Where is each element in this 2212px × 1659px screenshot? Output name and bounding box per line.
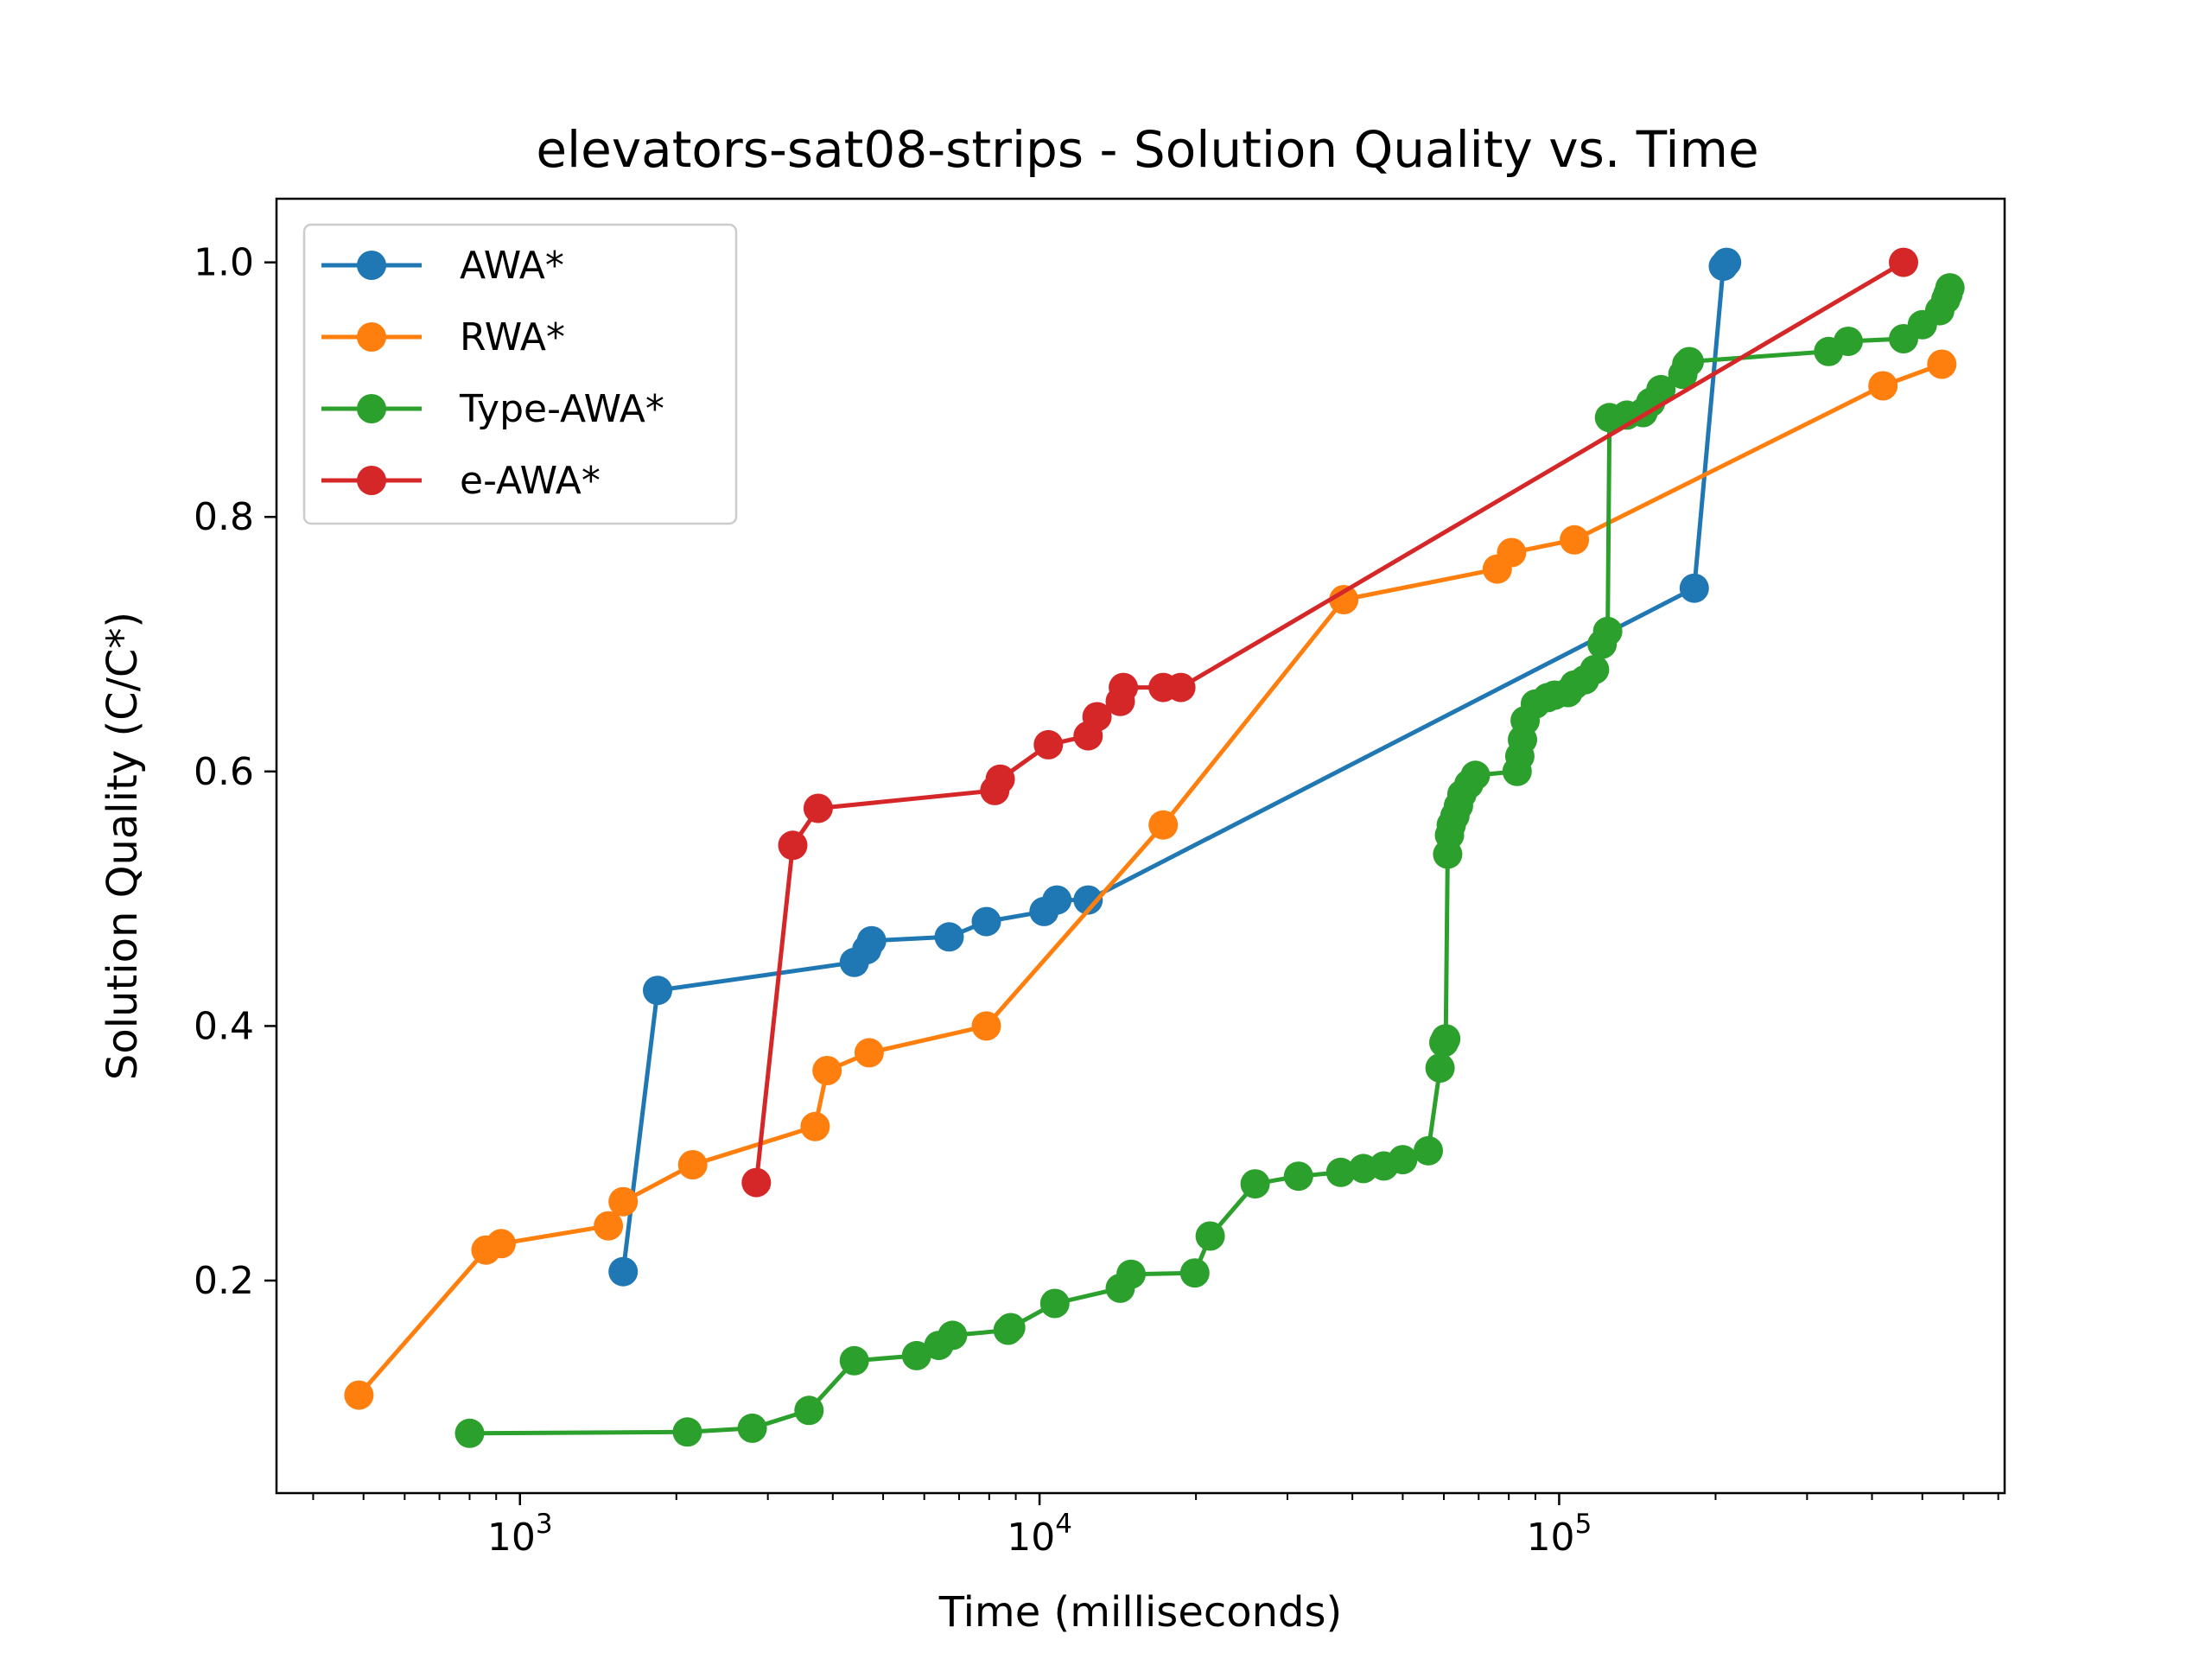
legend-entry-rwa: RWA*: [321, 315, 565, 359]
legend-entry-awa: AWA*: [321, 244, 564, 288]
data-point-rwa: [1497, 537, 1527, 568]
legend-swatch-marker: [357, 394, 386, 423]
data-point-awa: [608, 1256, 639, 1287]
data-point-type-awa: [1116, 1259, 1146, 1289]
legend-frame: [302, 223, 738, 525]
x-tick-label: 104: [1007, 1509, 1072, 1560]
data-point-type-awa: [1179, 1258, 1210, 1288]
series-awa: [608, 247, 1742, 1287]
data-point-rwa: [812, 1056, 842, 1085]
data-point-type-awa: [995, 1313, 1026, 1343]
y-axis: 0.2 0.4 0.6 0.8 1.0: [194, 241, 276, 1303]
y-tick-label: 0.4: [194, 1004, 254, 1048]
data-point-awa: [643, 976, 672, 1006]
series-layer: [344, 247, 1965, 1448]
x-tick-label: 103: [487, 1509, 553, 1560]
y-tick-label: 0.8: [194, 495, 254, 539]
legend-swatch-marker: [357, 466, 386, 495]
data-point-awa: [1073, 885, 1103, 915]
data-point-rwa: [1560, 524, 1590, 555]
data-point-rwa: [1148, 810, 1179, 840]
data-point-type-awa: [1388, 1145, 1418, 1175]
legend-swatch-marker: [357, 322, 386, 352]
x-axis: 103 104 105: [312, 1493, 1999, 1560]
x-axis-label: Time (milliseconds): [938, 1588, 1342, 1637]
y-tick-label: 0.6: [194, 750, 254, 794]
data-point-e-awa: [1166, 672, 1196, 702]
data-point-type-awa: [839, 1345, 869, 1376]
data-point-type-awa: [1414, 1135, 1443, 1166]
data-point-rwa: [594, 1211, 624, 1241]
x-tick-label: 105: [1527, 1509, 1592, 1560]
data-point-e-awa: [803, 793, 833, 823]
data-point-e-awa: [1109, 672, 1139, 702]
data-point-type-awa: [1460, 760, 1491, 791]
data-point-rwa: [1868, 371, 1898, 401]
y-tick-label: 1.0: [194, 241, 254, 285]
data-point-rwa: [971, 1011, 1001, 1041]
data-point-type-awa: [1240, 1169, 1270, 1199]
data-point-e-awa: [985, 764, 1015, 794]
data-point-rwa: [1927, 349, 1957, 379]
series-e-awa: [741, 247, 1918, 1198]
data-point-rwa: [1329, 585, 1359, 614]
data-point-rwa: [608, 1186, 639, 1217]
y-axis-label: Solution Quality (C/C*): [99, 612, 147, 1080]
legend: AWA* RWA* Type-AWA* e-AWA*: [302, 223, 738, 525]
data-point-type-awa: [1325, 1157, 1356, 1187]
data-point-awa: [1679, 573, 1709, 603]
legend-swatch-marker: [357, 251, 386, 280]
data-point-awa: [934, 922, 964, 952]
data-point-type-awa: [1039, 1288, 1070, 1319]
data-point-rwa: [486, 1229, 516, 1259]
data-point-rwa: [854, 1038, 884, 1068]
legend-label: RWA*: [460, 315, 565, 359]
plot-frame: [275, 197, 2006, 1495]
y-tick-label: 0.2: [194, 1259, 254, 1303]
data-point-type-awa: [794, 1395, 824, 1426]
data-point-e-awa: [1889, 247, 1918, 277]
data-point-type-awa: [1425, 1053, 1455, 1083]
data-point-type-awa: [1935, 273, 1965, 303]
data-point-type-awa: [1675, 346, 1704, 377]
data-point-type-awa: [938, 1320, 968, 1351]
data-point-awa: [1712, 247, 1742, 277]
series-rwa: [344, 349, 1957, 1410]
data-point-e-awa: [1033, 729, 1064, 760]
chart-title: elevators-sat08-strips - Solution Qualit…: [536, 120, 1758, 179]
data-point-type-awa: [1283, 1161, 1313, 1192]
data-point-rwa: [344, 1380, 374, 1410]
data-point-rwa: [800, 1111, 830, 1141]
data-point-e-awa: [741, 1167, 772, 1198]
legend-label: AWA*: [460, 244, 564, 288]
data-point-rwa: [677, 1150, 708, 1179]
data-point-type-awa: [1195, 1221, 1225, 1251]
data-point-awa: [856, 925, 887, 956]
data-point-type-awa: [1580, 655, 1610, 684]
series-type-awa: [454, 273, 1965, 1448]
legend-label: e-AWA*: [460, 459, 601, 503]
data-point-type-awa: [454, 1418, 485, 1448]
legend-entry-type-awa: Type-AWA*: [321, 387, 664, 431]
data-point-type-awa: [1646, 374, 1676, 404]
data-point-type-awa: [901, 1340, 931, 1370]
data-point-e-awa: [1082, 702, 1112, 732]
data-point-awa: [1042, 885, 1072, 915]
data-point-type-awa: [1834, 327, 1863, 356]
data-point-type-awa: [672, 1417, 702, 1447]
data-point-e-awa: [778, 830, 808, 861]
data-point-type-awa: [737, 1413, 767, 1443]
data-point-awa: [971, 906, 1001, 937]
data-point-type-awa: [1592, 616, 1623, 646]
legend-label: Type-AWA*: [459, 387, 664, 431]
data-point-type-awa: [1431, 1024, 1461, 1054]
legend-entry-e-awa: e-AWA*: [321, 459, 601, 503]
